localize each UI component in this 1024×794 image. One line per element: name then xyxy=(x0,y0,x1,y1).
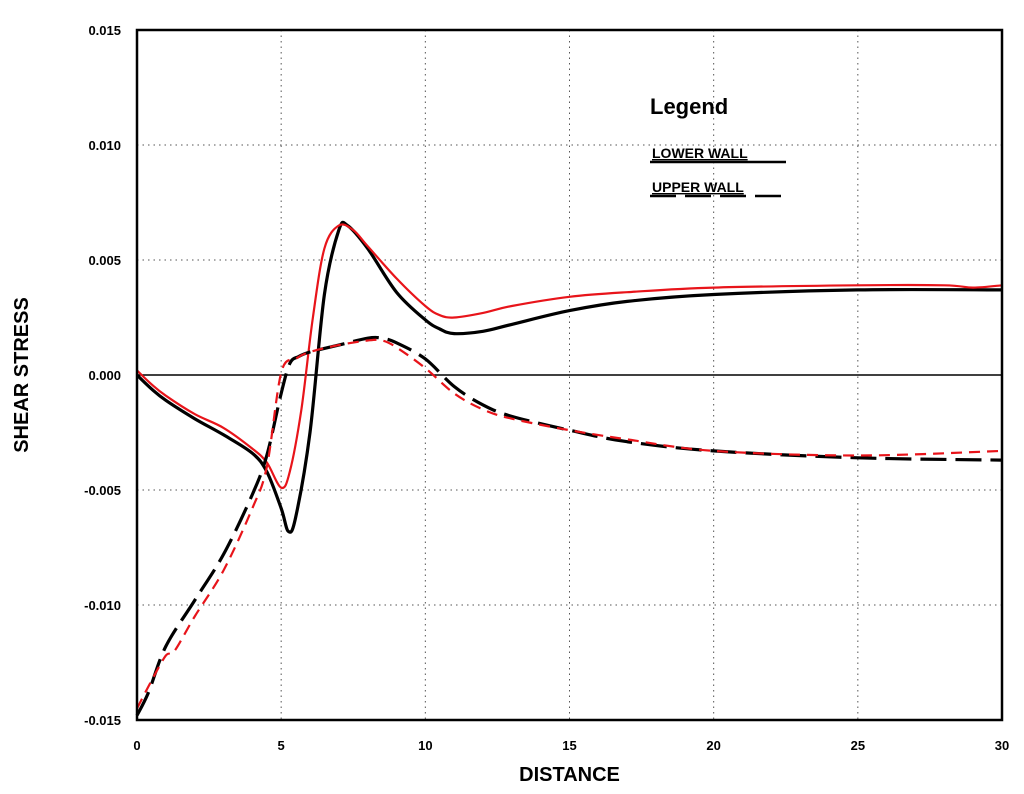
legend: Legend LOWER WALL UPPER WALL xyxy=(650,94,786,198)
legend-entry-upper-wall: UPPER WALL xyxy=(652,179,744,195)
x-tick-label: 10 xyxy=(418,738,432,753)
y-tick-label: 0.015 xyxy=(88,23,121,38)
series-line-upper-wall-red xyxy=(136,338,1003,710)
series-line-upper-wall-black xyxy=(135,335,1003,717)
x-tick-label: 20 xyxy=(706,738,720,753)
y-tick-label: 0.000 xyxy=(88,368,121,383)
y-tick-label: -0.005 xyxy=(84,483,121,498)
series-line-lower-wall-red xyxy=(136,223,1003,490)
y-axis-label: SHEAR STRESS xyxy=(11,297,33,453)
plot-frame xyxy=(135,28,1004,722)
x-tick-labels: 0 5 10 15 20 25 30 xyxy=(133,738,1009,753)
series-line-lower-wall-black xyxy=(135,220,1003,534)
series-group xyxy=(135,220,1003,717)
y-tick-label: -0.010 xyxy=(84,598,121,613)
x-tick-label: 0 xyxy=(133,738,140,753)
x-tick-label: 5 xyxy=(278,738,285,753)
x-tick-label: 30 xyxy=(995,738,1009,753)
y-tick-labels: -0.015 -0.010 -0.005 0.000 0.005 0.010 0.015 xyxy=(84,23,121,728)
grid-lines xyxy=(137,30,1002,720)
legend-entry-lower-wall: LOWER WALL xyxy=(652,145,748,161)
y-tick-label: 0.010 xyxy=(88,138,121,153)
x-tick-label: 25 xyxy=(851,738,865,753)
y-tick-label: -0.015 xyxy=(84,713,121,728)
x-axis-label: DISTANCE xyxy=(519,764,620,786)
legend-title: Legend xyxy=(650,94,728,119)
y-tick-label: 0.005 xyxy=(88,253,121,268)
x-tick-label: 15 xyxy=(562,738,576,753)
